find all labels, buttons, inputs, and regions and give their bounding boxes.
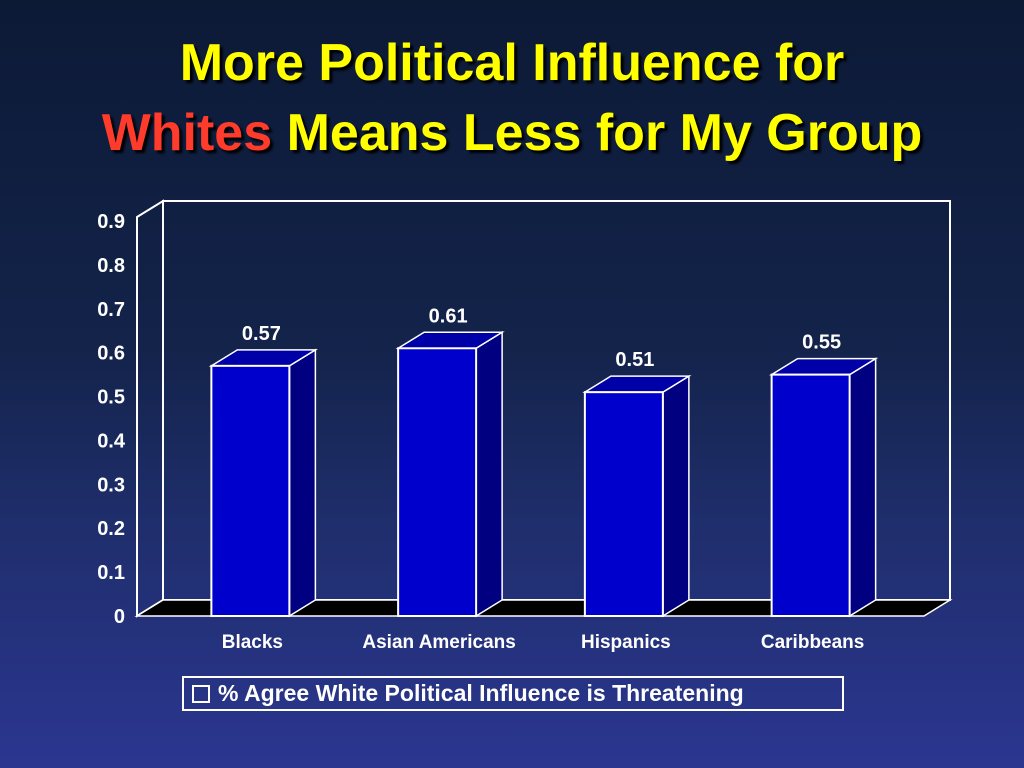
data-label: 0.55 xyxy=(802,332,841,354)
bar xyxy=(768,357,879,618)
y-axis-ticks: 0 0.1 0.2 0.3 0.4 0.5 0.6 0.7 0.8 0.9 xyxy=(97,211,126,628)
bar-side xyxy=(662,374,690,618)
title-line-1: More Political Influence for xyxy=(179,34,845,92)
y-tick-label: 0.9 xyxy=(97,211,125,233)
bar-front xyxy=(770,373,851,617)
category-label: Asian Americans xyxy=(362,632,515,653)
slide-title: More Political Influence for Whites Mean… xyxy=(0,28,1024,168)
bar-front xyxy=(583,391,664,617)
bar-front xyxy=(397,347,478,617)
bars xyxy=(208,330,879,618)
data-label: 0.57 xyxy=(242,323,281,345)
y-tick-label: 0.6 xyxy=(97,343,125,365)
category-label: Caribbeans xyxy=(761,632,864,653)
chart-legend: % Agree White Political Influence is Thr… xyxy=(182,676,844,711)
y-tick-label: 0.8 xyxy=(97,255,125,277)
title-line-2: Whites Means Less for My Group xyxy=(0,98,1024,168)
y-tick-label: 0.7 xyxy=(97,299,125,321)
legend-label: % Agree White Political Influence is Thr… xyxy=(218,680,744,706)
bar-side xyxy=(848,357,877,618)
y-tick-label: 0.3 xyxy=(97,474,125,496)
y-tick-label: 0.5 xyxy=(97,387,125,409)
data-label: 0.51 xyxy=(615,349,654,371)
title-line-2-rest: Means Less for My Group xyxy=(272,104,923,162)
y-tick-label: 0.1 xyxy=(97,562,125,584)
bar xyxy=(395,330,505,618)
y-tick-label: 0.2 xyxy=(97,518,125,540)
bar xyxy=(208,348,319,618)
bar-side xyxy=(475,330,503,618)
legend-swatch xyxy=(192,684,210,703)
category-label: Blacks xyxy=(222,632,283,653)
data-label: 0.61 xyxy=(429,305,468,327)
y-tick-label: 0.4 xyxy=(97,430,126,452)
bar xyxy=(582,374,692,618)
data-labels: 0.57 0.61 0.51 0.55 xyxy=(242,305,841,371)
category-label: Hispanics xyxy=(581,632,671,653)
title-highlight-word: Whites xyxy=(101,104,273,162)
x-axis-categories: Blacks Asian Americans Hispanics Caribbeans xyxy=(222,632,865,653)
bar-front xyxy=(210,364,291,618)
y-tick-label: 0 xyxy=(114,606,125,628)
bar-side xyxy=(288,348,317,618)
side-wall xyxy=(136,199,164,618)
